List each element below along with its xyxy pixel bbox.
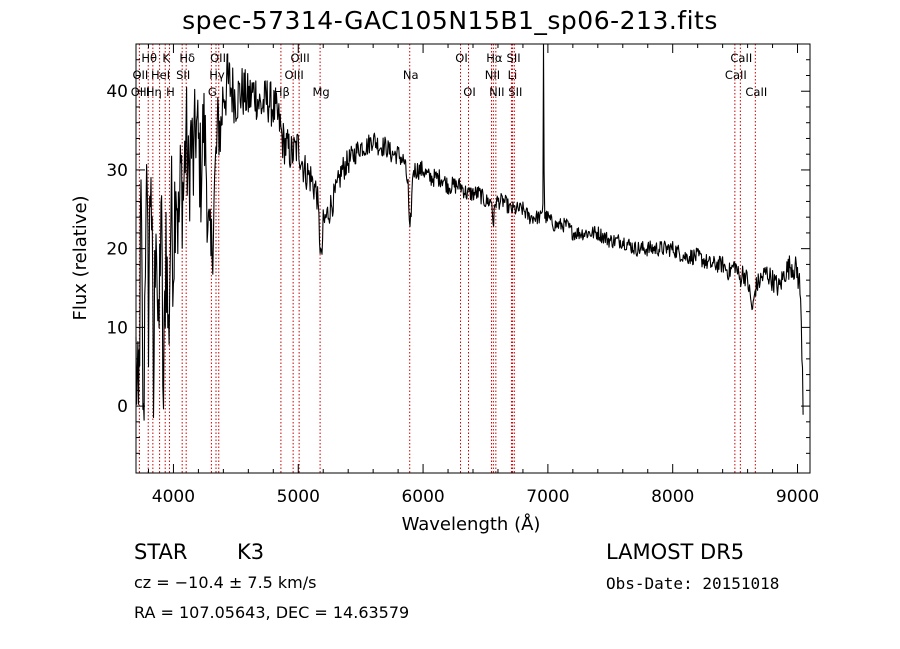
spectrum-line — [135, 43, 804, 421]
obs-date: Obs-Date: 20151018 — [606, 574, 780, 593]
line-id-label: OIII — [131, 85, 150, 99]
line-marker-layer — [138, 44, 756, 473]
y-tick-label: 20 — [106, 240, 128, 260]
line-id-label: SII — [507, 51, 521, 65]
line-id-label: NII — [489, 85, 504, 99]
line-id-label: Hα — [486, 51, 503, 65]
line-id-label: Hη — [146, 85, 162, 99]
x-tick-label: 7000 — [526, 487, 569, 507]
line-id-label: Hβ — [274, 85, 290, 99]
x-tick-label: 4000 — [152, 487, 195, 507]
line-id-label: Hθ — [141, 51, 157, 65]
object-subclass: K3 — [237, 540, 265, 564]
line-id-label: CaII — [730, 51, 752, 65]
line-id-label: CaII — [725, 68, 747, 82]
x-axis-label: Wavelength (Å) — [402, 513, 541, 535]
x-tick-label: 8000 — [651, 487, 694, 507]
line-id-label: OIII — [285, 68, 304, 82]
y-axis-label: Flux (relative) — [70, 195, 91, 320]
line-id-label: OI — [455, 51, 467, 65]
line-id-label: OIII — [291, 51, 310, 65]
redshift-text: cz = −10.4 ± 7.5 km/s — [134, 573, 317, 592]
x-tick-label: 9000 — [776, 487, 819, 507]
survey-name: LAMOST DR5 — [606, 540, 745, 564]
line-id-label: Hδ — [179, 51, 195, 65]
object-class: STAR — [134, 540, 188, 564]
line-label-layer: Hθ K Hδ OIII OIII OI Hα SII CaII OII HeI SII Hγ OIII N… — [131, 51, 768, 99]
line-id-label: G — [208, 85, 217, 99]
line-id-label: OIII — [210, 51, 229, 65]
y-tick-label: 40 — [106, 82, 128, 102]
x-tick-label: 6000 — [401, 487, 444, 507]
line-id-label: OII — [132, 68, 148, 82]
chart-title: spec-57314-GAC105N15B1_sp06-213.fits — [182, 6, 718, 35]
line-id-label: Mg — [312, 85, 329, 99]
y-tick-label: 30 — [106, 161, 128, 181]
y-tick-label: 0 — [117, 397, 128, 417]
line-id-label: SII — [508, 85, 522, 99]
line-id-label: Li — [508, 68, 518, 82]
coordinates: RA = 107.05643, DEC = 14.63579 — [134, 603, 410, 622]
line-id-label: OI — [463, 85, 475, 99]
axis-tick-layer: 4000 5000 6000 7000 8000 9000 0 10 20 30 40 — [106, 44, 819, 507]
line-id-label: Na — [403, 68, 419, 82]
line-id-label: CaII — [745, 85, 767, 99]
line-id-label: K — [162, 51, 170, 65]
line-id-label: Hγ — [209, 68, 225, 82]
line-id-label: SII — [176, 68, 190, 82]
y-tick-label: 10 — [106, 318, 128, 338]
spectrum-layer — [135, 43, 804, 421]
line-id-label: H — [166, 85, 175, 99]
x-tick-label: 5000 — [277, 487, 320, 507]
line-id-label: HeI — [151, 68, 170, 82]
line-id-label: NII — [485, 68, 500, 82]
